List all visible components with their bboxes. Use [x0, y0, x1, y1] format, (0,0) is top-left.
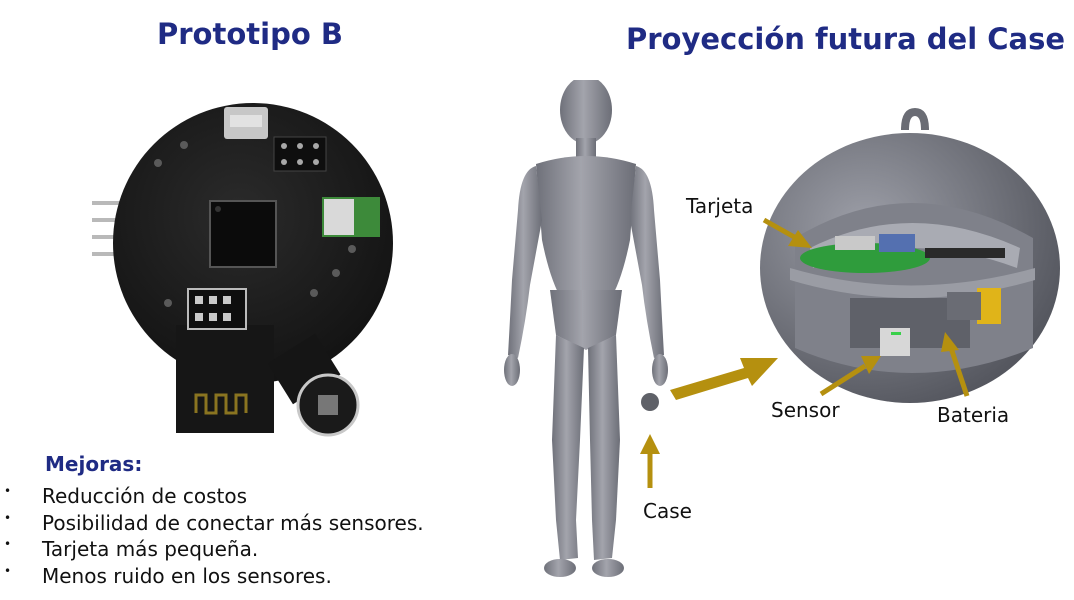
case-3d-render-image	[760, 108, 1060, 403]
arrow-sensor	[819, 356, 881, 397]
mejoras-heading: Mejoras:	[45, 452, 143, 476]
bullet-icon: •	[4, 563, 12, 578]
bullet-icon: •	[4, 484, 12, 498]
list-item: • Posibilidad de conectar más sensores.	[4, 510, 424, 537]
label-sensor: Sensor	[771, 398, 840, 422]
title-proyeccion-case: Proyección futura del Case	[626, 22, 1066, 56]
human-mannequin-image	[504, 80, 668, 577]
label-bateria: Bateria	[937, 403, 1010, 427]
mejoras-list: • Reducción de costos • Posibilidad de con…	[4, 483, 424, 589]
list-item-text: Menos ruido en los sensores.	[42, 563, 332, 588]
arrow-case-to-render	[670, 358, 778, 400]
list-item: • Reducción de costos	[4, 483, 424, 510]
list-item-text: Tarjeta más pequeña.	[42, 537, 259, 561]
bullet-icon: •	[4, 537, 12, 551]
list-item: • Menos ruido en los sensores.	[4, 563, 424, 590]
label-case: Case	[643, 499, 692, 523]
arrow-bateria	[941, 332, 970, 397]
list-item-text: Reducción de costos	[42, 484, 247, 508]
list-item: • Tarjeta más pequeña.	[4, 536, 424, 563]
label-tarjeta: Tarjeta	[686, 194, 754, 218]
pcb-prototype-image	[92, 103, 393, 437]
arrow-case-up	[640, 434, 660, 488]
arrow-tarjeta	[762, 217, 812, 248]
bullet-icon: •	[4, 510, 12, 525]
title-prototipo-b: Prototipo B	[157, 17, 343, 51]
list-item-text: Posibilidad de conectar más sensores.	[42, 510, 424, 535]
